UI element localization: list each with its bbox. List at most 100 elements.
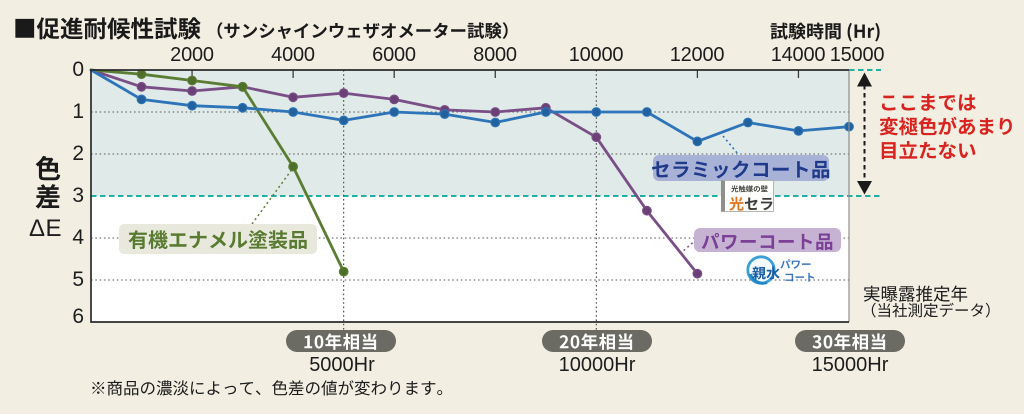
series-marker-ceramic-coat [793,125,804,136]
x-axis-ticks-4-label: 10000 [568,44,624,66]
series-marker-ceramic-coat [237,102,248,113]
equivalent-badge-10yr: 10年相当 [286,330,396,352]
series-label-ceramic-coat: セラミックコート品 [651,155,830,181]
series-marker-ceramic-coat [642,107,652,117]
hikari-sera-logo-top-text: 光触媒の壁 [731,183,769,194]
hikari-sera-logo: 光触媒の壁 光 セラ [721,180,774,212]
shinsui-logo-line2: コート [784,269,816,285]
fade-note-line-1: ここまでは [879,87,977,116]
exposure-caption-line2: （当社測定データ） [861,298,1001,321]
page-title-sub: （サンシャインウェザオメーター試験） [206,17,520,43]
series-marker-power-coat [490,107,501,117]
series-marker-power-coat [591,132,602,143]
series-marker-power-coat [692,268,703,279]
shinsui-logo-text: 親水 [752,262,781,283]
hikari-sera-logo-sera: セラ [744,192,774,214]
series-label-power-coat-text: パワーコート品 [701,227,834,254]
y-axis-label: 色差 [35,148,61,214]
range-arrow-head-top [857,72,872,87]
y-tick-3: 3 [62,184,84,208]
series-line-organic-enamel [89,68,346,274]
plot-border [90,69,849,323]
series-marker-organic-enamel [136,69,147,80]
equivalents-1-hours-label: 10000Hr [558,354,636,376]
hikari-sera-logo-hikari: 光 [729,192,744,214]
x-axis-ticks-3-label: 8000 [473,44,517,66]
y-tick-2: 2 [62,142,84,166]
equivalent-badge-10yr-text: 10年相当 [303,328,379,354]
y-axis-ticks-2-label: 2 [72,142,84,165]
series-marker-ceramic-coat [338,115,349,126]
equivalents-0-hours-label: 5000Hr [309,354,375,376]
equivalent-badge-20yr: 20年相当 [542,330,652,352]
series-marker-ceramic-coat [490,117,501,128]
y-tick-4: 4 [62,226,84,250]
equivalent-badge-30yr-text: 30年相当 [812,328,888,354]
y-axis-symbol-label: ΔE [29,215,63,242]
y-tick-6: 6 [62,305,84,329]
series-marker-ceramic-coat [187,100,198,111]
range-arrow-head-bottom [857,181,872,195]
series-marker-organic-enamel [237,81,248,92]
series-label-power-coat: パワーコート品 [694,228,841,252]
x-tick-8000: 8000 [453,45,537,66]
y-tick-1: 1 [62,100,84,124]
x-tick-6000: 6000 [352,45,436,66]
series-marker-ceramic-coat [743,117,753,128]
y-axis-ticks-0-label: 0 [72,58,84,81]
shinsui-power-coat-logo: 親水 パワー コート [745,252,815,287]
leader-power-coat [681,238,697,253]
series-marker-organic-enamel [187,75,198,86]
series-marker-ceramic-coat [389,107,400,117]
fade-note-line-3: 目立たない [879,135,977,164]
series-marker-ceramic-coat [591,107,602,117]
x-axis-title: 試験時間 (Hr) [770,17,882,44]
water-drop-shade [748,273,768,285]
series-marker-organic-enamel [288,161,299,172]
series-label-organic-enamel-text: 有機エナメル塗装品 [128,224,308,254]
x-tick-2000: 2000 [150,45,234,66]
x-axis-ticks-7-label: 15000 [829,44,885,66]
equivalent-hours-20yr: 10000Hr [535,355,659,376]
series-marker-power-coat [338,88,349,98]
series-marker-ceramic-coat [540,107,551,117]
equivalent-hours-30yr: 15000Hr [788,355,912,376]
x-tick-4000: 4000 [251,45,335,66]
y-axis-ticks-5-label: 5 [72,268,84,291]
y-tick-5: 5 [62,268,84,292]
equivalent-badge-30yr: 30年相当 [795,330,905,352]
y-axis-symbol: ΔE [29,215,62,243]
shinsui-logo-line1: パワー [780,256,812,272]
equivalent-badge-20yr-text: 20年相当 [559,328,635,354]
y-axis-ticks-6-label: 6 [72,305,84,328]
series-marker-ceramic-coat [692,136,703,147]
y-axis-ticks-3-label: 3 [72,184,84,207]
x-axis-ticks-1-label: 4000 [271,44,315,66]
series-marker-organic-enamel [338,266,349,277]
x-axis-ticks-6-label: 14000 [770,44,826,66]
x-axis-ticks-2-label: 6000 [372,44,416,66]
series-label-organic-enamel: 有機エナメル塗装品 [119,224,317,254]
leader-organic-enamel [251,169,293,225]
series-marker-ceramic-coat [136,94,147,105]
equivalent-hours-10yr: 5000Hr [280,355,404,376]
series-marker-ceramic-coat [288,107,299,117]
series-marker-power-coat [187,86,198,96]
equivalents-2-hours-label: 15000Hr [811,354,889,376]
series-marker-ceramic-coat [439,109,450,119]
plot-lower-band [91,196,849,322]
series-line-ceramic-coat [89,68,851,143]
bottom-note: ※商品の濃淡によって、色差の値が変わります。 [90,375,453,399]
series-marker-power-coat [389,94,400,105]
x-tick-14000: 14000 [756,45,840,66]
series-marker-power-coat [642,205,652,216]
series-marker-power-coat [288,92,299,103]
page-title: ■促進耐候性試験 [13,10,201,45]
fade-note-line-2: 変褪色があまり [879,111,1016,140]
x-tick-12000: 12000 [655,45,739,66]
x-tick-15000: 15000 [815,45,899,66]
exposure-caption-line1: 実曝露推定年 [863,280,968,306]
y-axis-ticks-4-label: 4 [72,226,84,249]
